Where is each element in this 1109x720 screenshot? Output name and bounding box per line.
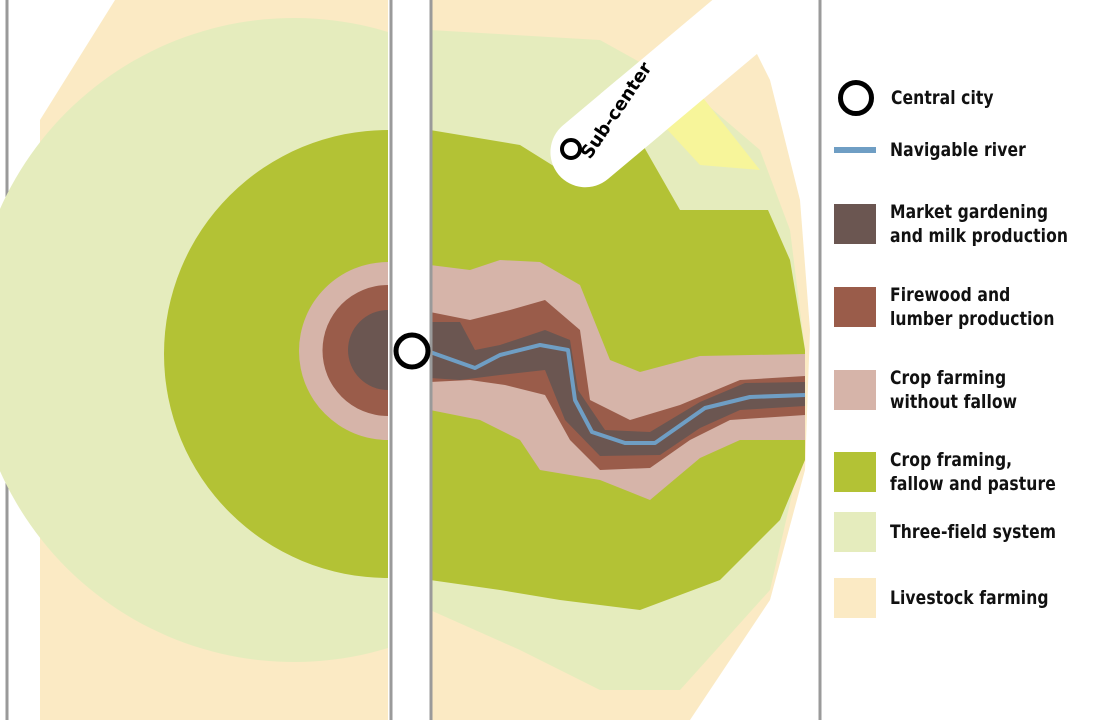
left-half-zones	[0, 0, 388, 720]
legend-item-livestock: Livestock farming	[834, 578, 1109, 618]
legend-label-crop-without-fallow: Crop farming without fallow	[890, 367, 1018, 413]
legend-item-firewood-lumber: Firewood and lumber production	[834, 283, 1109, 331]
subcenter-road	[550, 0, 799, 188]
right-market-zone	[430, 322, 805, 456]
legend-label-crop-fallow-pasture: Crop framing, fallow and pasture	[890, 449, 1056, 495]
legend-item-market-gardening: Market gardening and milk production	[834, 200, 1109, 248]
legend-swatch-crop-fallow-pasture	[834, 452, 876, 492]
legend-swatch-market-gardening	[834, 204, 876, 244]
left-market-zone	[348, 310, 388, 390]
river-line	[429, 343, 806, 445]
legend-item-crop-fallow-pasture: Crop framing, fallow and pasture	[834, 448, 1109, 496]
left-crop-fallow-zone	[164, 130, 388, 578]
subcenter-icon	[560, 138, 582, 160]
legend-label-market-gardening: Market gardening and milk production	[890, 201, 1069, 247]
legend: Central city Navigable river Market garden…	[834, 0, 1109, 720]
legend-item-crop-without-fallow: Crop farming without fallow	[834, 366, 1109, 414]
legend-item-three-field: Three-field system	[834, 512, 1109, 552]
legend-label-firewood-lumber: Firewood and lumber production	[890, 284, 1055, 330]
legend-label-livestock: Livestock farming	[890, 587, 1049, 609]
legend-label-central-city: Central city	[891, 87, 994, 109]
central-city-legend-icon	[838, 80, 874, 116]
legend-swatch-crop-without-fallow	[834, 370, 876, 410]
legend-label-navigable-river: Navigable river	[890, 139, 1026, 161]
legend-item-central-city: Central city	[834, 80, 1109, 116]
legend-swatch-three-field	[834, 512, 876, 552]
right-half-zones	[429, 0, 810, 720]
legend-swatch-livestock	[834, 578, 876, 618]
legend-item-navigable-river: Navigable river	[834, 138, 1109, 162]
legend-swatch-firewood-lumber	[834, 287, 876, 327]
legend-label-three-field: Three-field system	[890, 521, 1057, 543]
river-legend-icon	[834, 147, 876, 153]
central-city-icon	[393, 332, 431, 370]
